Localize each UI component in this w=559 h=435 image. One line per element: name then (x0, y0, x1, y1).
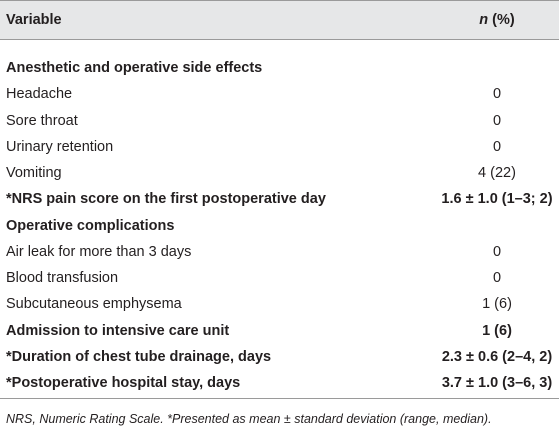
header-n-symbol: n (479, 12, 489, 28)
bottom-rule (0, 398, 559, 399)
row-label: Headache (6, 86, 73, 103)
header-variable: Variable (6, 12, 62, 28)
row-value: 0 (492, 243, 502, 260)
row-value: 1.6 ± 1.0 (1–3; 2) (441, 191, 553, 208)
table-row: Sore throat 0 (0, 108, 559, 134)
row-label: Air leak for more than 3 days (6, 243, 192, 260)
table-row: Vomiting 4 (22) (0, 160, 559, 186)
table-row: Admission to intensive care unit 1 (6) (0, 318, 559, 344)
row-label: Admission to intensive care unit (6, 322, 230, 339)
row-value: 0 (492, 138, 502, 155)
table-row: *Postoperative hospital stay, days 3.7 ± … (0, 370, 559, 396)
header-n: n (%) (479, 12, 514, 28)
table-row: Operative complications (0, 213, 559, 239)
row-value: 0 (492, 270, 502, 286)
row-label: *NRS pain score on the first postoperati… (6, 191, 326, 208)
row-label: Anesthetic and operative side effects (6, 60, 263, 76)
table-row: Subcutaneous emphysema 1 (6) (0, 291, 559, 317)
table-header: Variable n (%) (0, 0, 559, 40)
header-percent: (%) (492, 12, 515, 28)
footnote: NRS, Numeric Rating Scale. *Presented as… (6, 412, 492, 426)
row-label: *Duration of chest tube drainage, days (6, 348, 272, 365)
row-label: Vomiting (6, 165, 62, 181)
table-row: *Duration of chest tube drainage, days 2.… (0, 344, 559, 370)
table-row: Air leak for more than 3 days 0 (0, 239, 559, 265)
row-label: Subcutaneous emphysema (6, 296, 182, 313)
table-row: *NRS pain score on the first postoperati… (0, 186, 559, 212)
row-value: 0 (492, 86, 502, 103)
table-row: Anesthetic and operative side effects (0, 55, 559, 81)
row-value: 2.3 ± 0.6 (2–4, 2) (441, 348, 553, 365)
row-label: Urinary retention (6, 138, 114, 155)
row-value: 1 (6) (482, 322, 512, 339)
row-value: 1 (6) (482, 296, 512, 313)
row-value: 4 (22) (478, 165, 516, 181)
row-value: 3.7 ± 1.0 (3–6, 3) (441, 375, 553, 391)
row-label: Sore throat (6, 112, 78, 129)
row-label: Operative complications (6, 217, 175, 234)
table-row: Blood transfusion 0 (0, 265, 559, 291)
table-row: Urinary retention 0 (0, 134, 559, 160)
row-value: 0 (492, 112, 502, 129)
row-label: Blood transfusion (6, 270, 119, 286)
table-row: Headache 0 (0, 81, 559, 107)
row-label: *Postoperative hospital stay, days (6, 375, 241, 391)
